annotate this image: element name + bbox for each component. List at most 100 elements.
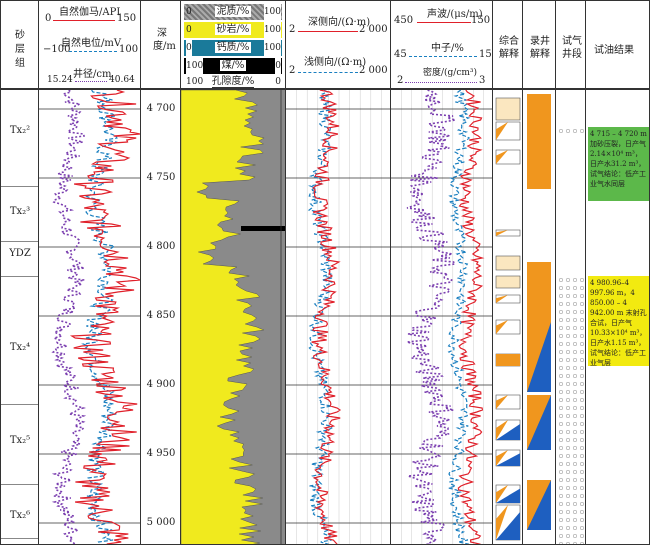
gr-curve (69, 90, 140, 544)
mud-interp-block (527, 262, 551, 322)
perforation-dot (565, 429, 571, 435)
ac-label: 声波/(μs/m) (427, 9, 483, 20)
perforation-dot (565, 477, 571, 483)
layer-column: Tx₂² Tx₂³ YDZ Tx₂⁴ Tx₂⁵ Tx₂⁶ (0, 89, 39, 545)
header-gr-track: 自然伽马/API 0 150 自然电位/mV −100 100 井径/cm 15… (38, 0, 141, 89)
den-max: 3 (479, 75, 486, 86)
perforation-dot (565, 373, 571, 379)
perforation-dot (565, 405, 571, 411)
depth-tick: 5 000 (146, 517, 176, 528)
test-interval-title: 试气井段 (562, 36, 582, 60)
perforation-dot (558, 517, 564, 523)
perforation-dot (558, 373, 564, 379)
mud-interp-title: 录井解释 (530, 36, 550, 60)
header-porosity-logs: 声波/(μs/m) 450 150 中子/% 45 15 密度/(g/cm³) … (390, 0, 493, 89)
gas-marker (496, 320, 508, 334)
perforation-dot (565, 317, 571, 323)
perforation-dot (558, 413, 564, 419)
perforation-dot (572, 128, 578, 134)
legend-porosity: 100 孔隙度/% 0 (186, 76, 281, 88)
gas-marker (496, 150, 508, 164)
den-label: 密度/(g/cm³) (423, 68, 478, 78)
perforation-dot (579, 373, 585, 379)
perforation-dot (572, 445, 578, 451)
perforation-dot (572, 381, 578, 387)
perforation-dot (565, 485, 571, 491)
perforation-dot (579, 413, 585, 419)
ac-max: 150 (471, 15, 491, 26)
perforation-dot (572, 421, 578, 427)
perforation-dot (579, 501, 585, 507)
gas-marker (496, 122, 508, 140)
perforation-dot (558, 469, 564, 475)
perforation-dot (565, 397, 571, 403)
perforation-dot (572, 389, 578, 395)
perforation-dot (572, 485, 578, 491)
perforation-dot (572, 397, 578, 403)
deep-res-min: 2 (289, 24, 296, 35)
perforation-dot (565, 533, 571, 539)
cal-max: 40.64 (109, 75, 135, 85)
ac-min: 450 (394, 15, 414, 26)
layer-group-title: 砂层组 (15, 30, 25, 69)
mud-water-marker (527, 395, 551, 450)
cnl-legend-line (409, 56, 477, 57)
perforation-dot (572, 509, 578, 515)
perforation-dot (565, 469, 571, 475)
depth-tick: 4 700 (146, 103, 176, 114)
perforation-dot (558, 421, 564, 427)
perforation-dot (558, 429, 564, 435)
density-curve (406, 90, 457, 544)
perforation-dot (558, 381, 564, 387)
interp-block (495, 275, 521, 289)
header-layer-group: 砂层组 (0, 0, 39, 89)
perforation-dot (558, 277, 564, 283)
perforation-dot (558, 317, 564, 323)
water-marker (496, 424, 520, 440)
gas-marker (496, 485, 508, 503)
perforation-dot (572, 325, 578, 331)
perforation-dot (579, 405, 585, 411)
perforation-dot (572, 301, 578, 307)
gr-label: 自然伽马/API (59, 7, 121, 18)
perforation-dot (558, 285, 564, 291)
depth-tick: 4 850 (146, 310, 176, 321)
perforation-dot (565, 437, 571, 443)
perforation-dot (579, 509, 585, 515)
cnl-label: 中子/% (431, 43, 464, 54)
perforation-dot (579, 277, 585, 283)
test-result-note-1: 4 715 – 4 720 m 加砂压裂，日产气2.14×10⁴ m³，日产水3… (588, 127, 649, 201)
perforation-dot (572, 541, 578, 544)
legend-coal: 100 煤/% 0 (184, 58, 282, 74)
perforation-dot (558, 397, 564, 403)
perforation-dot (572, 413, 578, 419)
header-resistivity: 深侧向/(Ω·m) 2 2 000 浅侧向/(Ω·m) 2 2 000 (285, 0, 391, 89)
water-marker (496, 453, 520, 466)
cal-label: 井径/cm (73, 69, 112, 80)
perforation-dot (572, 437, 578, 443)
perforation-dot (558, 293, 564, 299)
cnl-max: 15 (479, 49, 492, 60)
gr-min: 0 (45, 13, 52, 24)
header-test-result: 试油结果 (585, 0, 650, 89)
sp-curve (81, 90, 118, 544)
perforation-dot (558, 461, 564, 467)
gas-marker (496, 505, 508, 540)
perforation-dot (572, 493, 578, 499)
perforation-dot (579, 333, 585, 339)
legend-shale: 0 泥质/% 100 (184, 4, 282, 20)
interp-block (495, 97, 521, 121)
perforation-dot (572, 277, 578, 283)
sp-max: 100 (119, 44, 139, 55)
perforation-dot (579, 349, 585, 355)
perforation-dot (565, 349, 571, 355)
perforation-dot (572, 405, 578, 411)
perforation-dot (558, 405, 564, 411)
cal-legend-line (75, 81, 107, 82)
perforation-dot (565, 381, 571, 387)
test-result-note-2: 4 980.96–4 997.96 m，4 850.00 – 4 942.00 … (588, 276, 649, 367)
caliper-curve (51, 90, 87, 544)
perforation-dot (558, 357, 564, 363)
perforation-dot (579, 477, 585, 483)
perforation-dot (565, 453, 571, 459)
